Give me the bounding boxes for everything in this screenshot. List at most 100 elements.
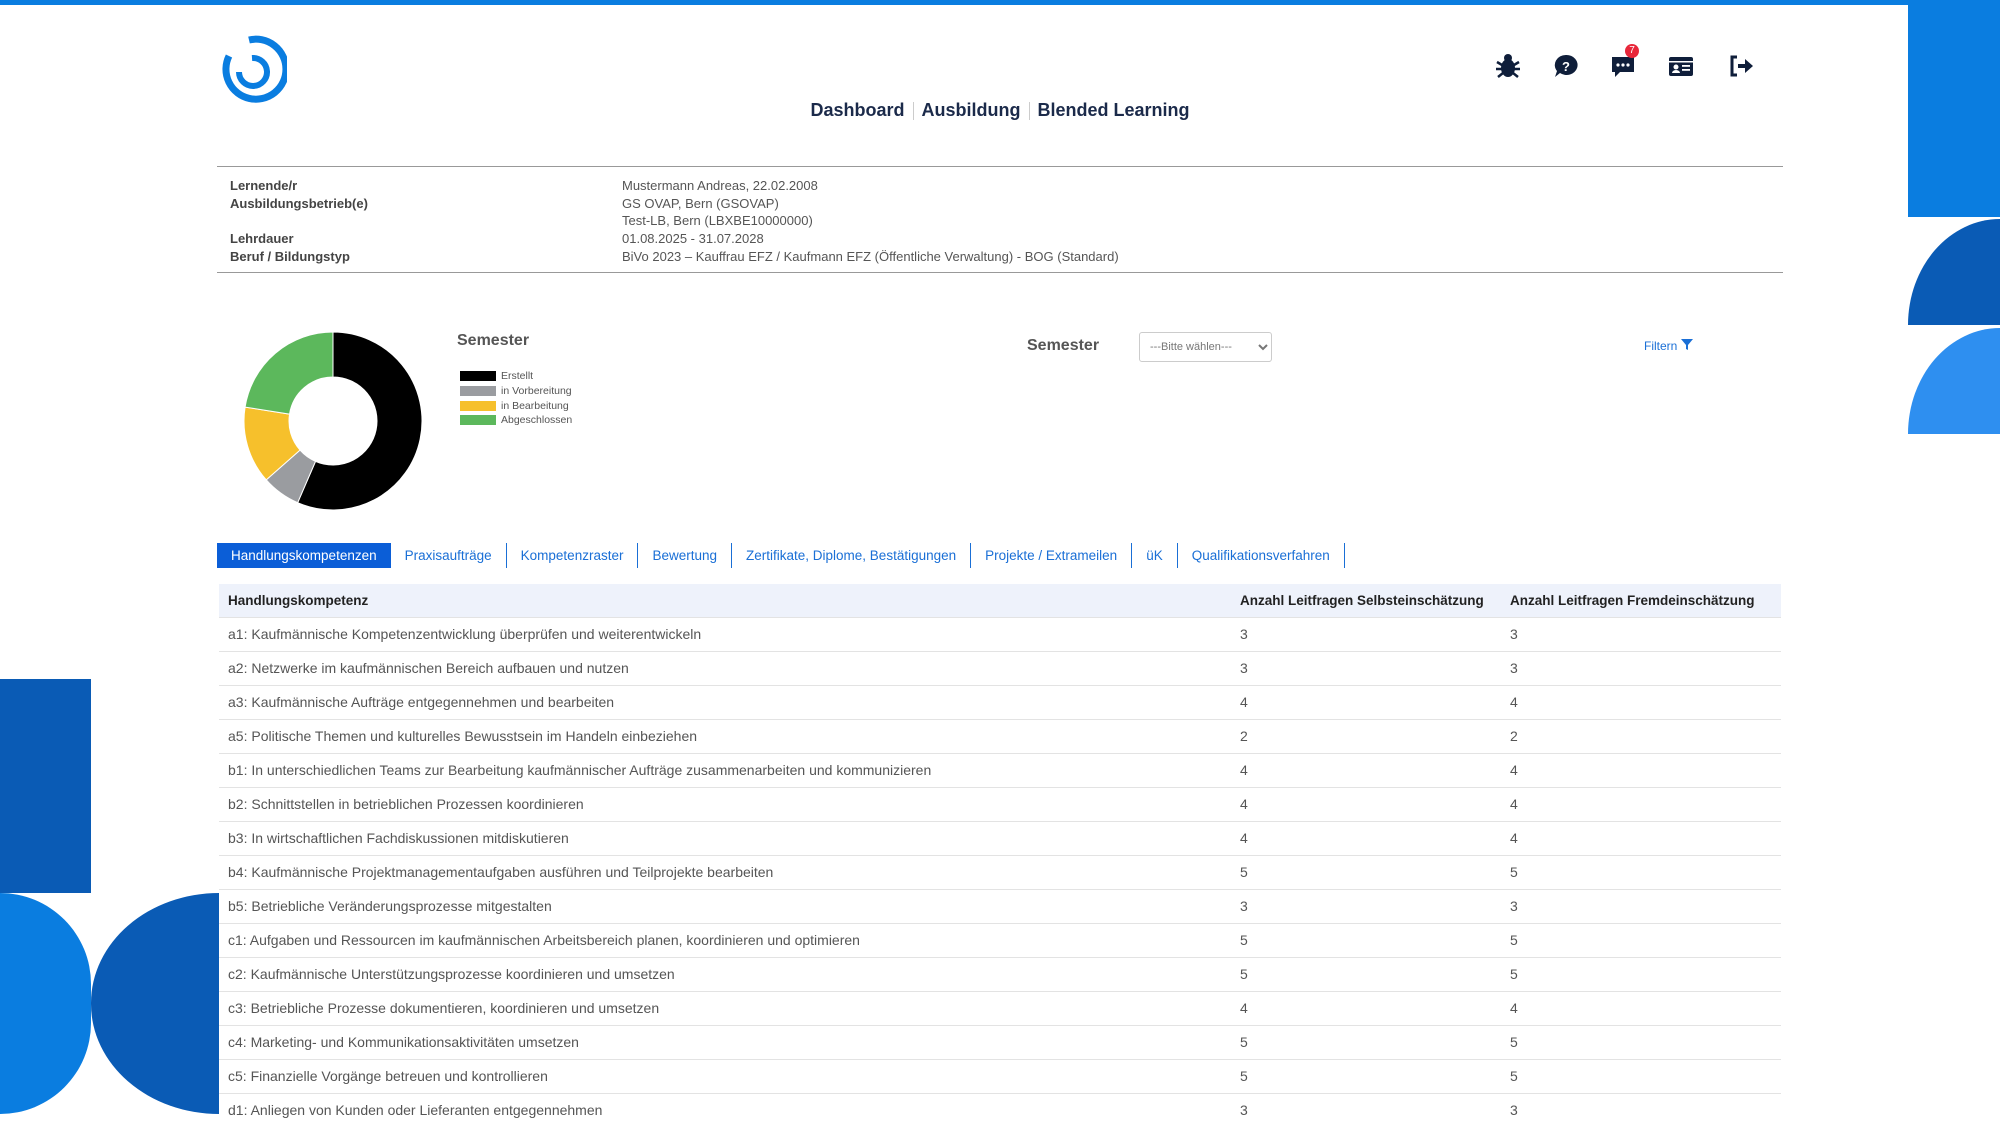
decor-panel [1908, 0, 2000, 217]
external-assessment-count: 4 [1501, 990, 1781, 1025]
decor-circle [0, 893, 91, 1114]
legend-item: in Vorbereitung [460, 384, 572, 399]
external-assessment-count: 5 [1501, 854, 1781, 889]
competency-name: c5: Finanzielle Vorgänge betreuen und ko… [219, 1058, 1231, 1093]
help-icon[interactable]: ? [1552, 52, 1580, 80]
table-row[interactable]: c5: Finanzielle Vorgänge betreuen und ko… [219, 1058, 1781, 1093]
main-nav: Dashboard Ausbildung Blended Learning [0, 100, 2000, 121]
table-row[interactable]: a2: Netzwerke im kaufmännischen Bereich … [219, 650, 1781, 685]
table-row[interactable]: c4: Marketing- und Kommunikationsaktivit… [219, 1024, 1781, 1059]
external-assessment-count: 4 [1501, 752, 1781, 787]
competency-name: b3: In wirtschaftlichen Fachdiskussionen… [219, 820, 1231, 855]
self-assessment-count: 4 [1231, 786, 1501, 821]
external-assessment-count: 2 [1501, 718, 1781, 753]
tab-3[interactable]: Bewertung [638, 543, 733, 568]
nav-ausbildung[interactable]: Ausbildung [921, 100, 1021, 120]
competency-name: b1: In unterschiedlichen Teams zur Bearb… [219, 752, 1231, 787]
external-assessment-count: 5 [1501, 956, 1781, 991]
table-row[interactable]: a5: Politische Themen und kulturelles Be… [219, 718, 1781, 753]
column-header[interactable]: Anzahl Leitfragen Fremdeinschätzung [1501, 584, 1781, 617]
notification-badge: 7 [1625, 44, 1639, 58]
tab-4[interactable]: Zertifikate, Diplome, Bestätigungen [732, 543, 972, 568]
nav-dashboard[interactable]: Dashboard [810, 100, 905, 120]
info-label: Ausbildungsbetrieb(e) [230, 196, 368, 211]
donut-slice-erstellt[interactable] [296, 331, 423, 511]
filter-button[interactable]: Filtern [1644, 339, 1693, 353]
external-assessment-count: 3 [1501, 616, 1781, 651]
tab-7[interactable]: Qualifikationsverfahren [1178, 543, 1345, 568]
table-row[interactable]: c2: Kaufmännische Unterstützungsprozesse… [219, 956, 1781, 991]
external-assessment-count: 3 [1501, 888, 1781, 923]
decor-quarter-circle [1908, 328, 2000, 434]
nav-blended-learning[interactable]: Blended Learning [1037, 100, 1190, 120]
info-value: BiVo 2023 – Kauffrau EFZ / Kaufmann EFZ … [622, 249, 1119, 264]
semester-label: Semester [1027, 337, 1100, 354]
table-row[interactable]: b1: In unterschiedlichen Teams zur Bearb… [219, 752, 1781, 787]
legend-item: in Bearbeitung [460, 398, 572, 413]
legend-item: Erstellt [460, 369, 572, 384]
competency-name: b5: Betriebliche Veränderungsprozesse mi… [219, 888, 1231, 923]
table-row[interactable]: d1: Anliegen von Kunden oder Lieferanten… [219, 1092, 1781, 1127]
learner-info: Lernende/r Mustermann Andreas, 22.02.2008… [217, 166, 1783, 273]
info-label: Lehrdauer [230, 231, 294, 246]
competency-name: c2: Kaufmännische Unterstützungsprozesse… [219, 956, 1231, 991]
self-assessment-count: 4 [1231, 752, 1501, 787]
external-assessment-count: 5 [1501, 922, 1781, 957]
logout-icon[interactable] [1727, 52, 1755, 80]
tab-6[interactable]: üK [1132, 543, 1178, 568]
table-row[interactable]: c3: Betriebliche Prozesse dokumentieren,… [219, 990, 1781, 1025]
legend-item: Abgeschlossen [460, 413, 572, 428]
decor-circle [91, 893, 219, 1114]
tab-1[interactable]: Praxisaufträge [391, 543, 507, 568]
external-assessment-count: 4 [1501, 820, 1781, 855]
tab-5[interactable]: Projekte / Extrameilen [971, 543, 1133, 568]
tab-bar: Handlungskompetenzen Praxisaufträge Kompet… [217, 543, 1345, 568]
column-header[interactable]: Handlungskompetenz [219, 584, 1231, 617]
self-assessment-count: 5 [1231, 922, 1501, 957]
table-header-row: Handlungskompetenz Anzahl Leitfragen Sel… [219, 584, 1781, 617]
top-accent-bar [0, 0, 1908, 5]
legend-swatch [460, 371, 496, 382]
id-card-icon[interactable] [1667, 52, 1695, 80]
external-assessment-count: 5 [1501, 1024, 1781, 1059]
tab-0[interactable]: Handlungskompetenzen [217, 543, 391, 568]
info-value: Mustermann Andreas, 22.02.2008 [622, 178, 818, 193]
self-assessment-count: 3 [1231, 650, 1501, 685]
donut-slice-abgeschlossen[interactable] [244, 331, 334, 415]
info-label: Lernende/r [230, 178, 298, 193]
competency-name: a5: Politische Themen und kulturelles Be… [219, 718, 1231, 753]
nav-divider [1028, 102, 1030, 121]
legend-swatch [460, 415, 496, 426]
table-row[interactable]: b2: Schnittstellen in betrieblichen Proz… [219, 786, 1781, 821]
competency-table: Handlungskompetenz Anzahl Leitfragen Sel… [219, 584, 1781, 1127]
competency-name: c1: Aufgaben und Ressourcen im kaufmänni… [219, 922, 1231, 957]
table-row[interactable]: b3: In wirtschaftlichen Fachdiskussionen… [219, 820, 1781, 855]
self-assessment-count: 3 [1231, 1092, 1501, 1127]
svg-text:?: ? [1562, 59, 1570, 74]
competency-name: c3: Betriebliche Prozesse dokumentieren,… [219, 990, 1231, 1025]
table-row[interactable]: c1: Aufgaben und Ressourcen im kaufmänni… [219, 922, 1781, 957]
table-row[interactable]: a1: Kaufmännische Kompetenzentwicklung ü… [219, 616, 1781, 651]
messages-icon[interactable]: 7 [1609, 44, 1639, 80]
competency-name: b2: Schnittstellen in betrieblichen Proz… [219, 786, 1231, 821]
semester-select[interactable]: ---Bitte wählen--- [1139, 332, 1272, 362]
decor-square [0, 679, 91, 893]
competency-name: a3: Kaufmännische Aufträge entgegennehme… [219, 684, 1231, 719]
table-row[interactable]: a3: Kaufmännische Aufträge entgegennehme… [219, 684, 1781, 719]
competency-name: d1: Anliegen von Kunden oder Lieferanten… [219, 1092, 1231, 1127]
decor-quarter-circle [1908, 219, 2000, 325]
competency-name: a2: Netzwerke im kaufmännischen Bereich … [219, 650, 1231, 685]
self-assessment-count: 5 [1231, 1058, 1501, 1093]
table-row[interactable]: b4: Kaufmännische Projektmanagementaufga… [219, 854, 1781, 889]
legend-label: in Bearbeitung [501, 399, 569, 412]
logo[interactable] [217, 34, 287, 104]
legend-swatch [460, 386, 496, 397]
self-assessment-count: 4 [1231, 820, 1501, 855]
external-assessment-count: 4 [1501, 684, 1781, 719]
legend-label: Erstellt [501, 370, 534, 383]
column-header[interactable]: Anzahl Leitfragen Selbsteinschätzung [1231, 584, 1501, 617]
tab-2[interactable]: Kompetenzraster [507, 543, 639, 568]
bug-icon[interactable] [1494, 52, 1522, 80]
info-label: Beruf / Bildungstyp [230, 249, 350, 264]
table-row[interactable]: b5: Betriebliche Veränderungsprozesse mi… [219, 888, 1781, 923]
